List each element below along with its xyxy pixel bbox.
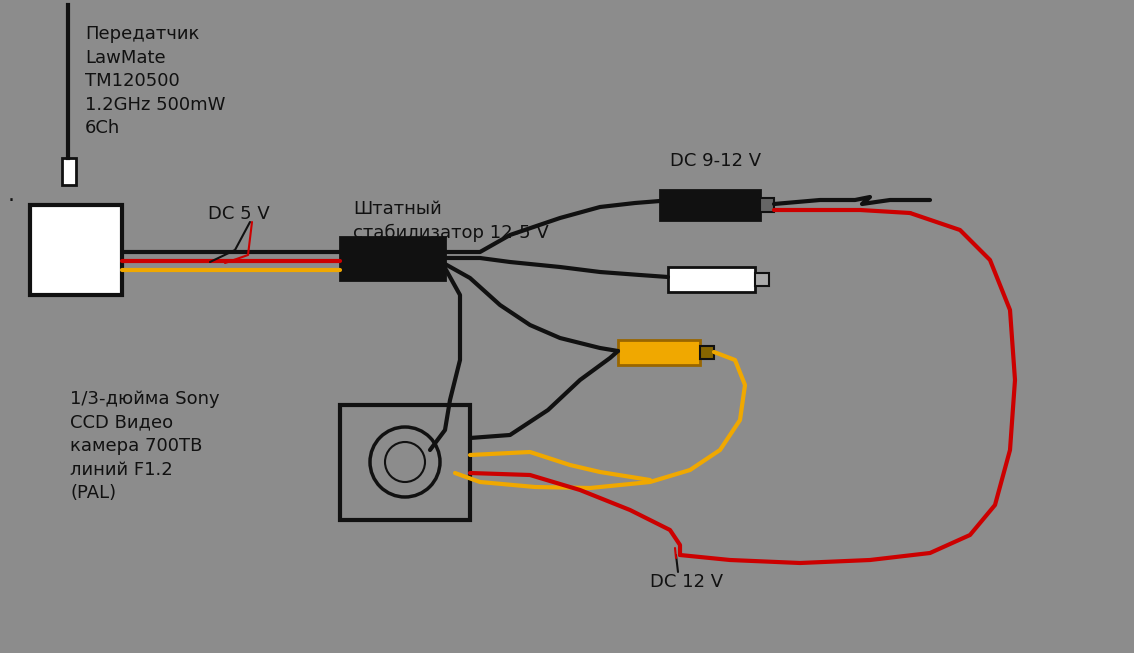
Bar [62, 158, 76, 185]
Circle shape [386, 442, 425, 482]
Bar [700, 346, 714, 359]
Circle shape [370, 427, 440, 497]
Bar [755, 273, 769, 286]
Bar [340, 405, 469, 520]
Text: DC 5 V: DC 5 V [208, 205, 270, 223]
Bar [668, 267, 755, 292]
Text: .: . [8, 185, 15, 205]
Bar [340, 237, 445, 280]
Bar [29, 205, 122, 295]
Text: DC 9-12 V: DC 9-12 V [670, 152, 761, 170]
Text: Штатный
стабилизатор 12-5 V: Штатный стабилизатор 12-5 V [353, 200, 549, 242]
Bar [760, 198, 775, 212]
Bar [618, 340, 700, 365]
Bar [660, 190, 760, 220]
Text: 1/3-дюйма Sony
CCD Видео
камера 700ТВ
линий F1.2
(PAL): 1/3-дюйма Sony CCD Видео камера 700ТВ ли… [70, 390, 220, 502]
Text: Передатчик
LawMate
TM120500
1.2GHz 500mW
6Ch: Передатчик LawMate TM120500 1.2GHz 500mW… [85, 25, 226, 137]
Text: DC 12 V: DC 12 V [650, 573, 723, 591]
